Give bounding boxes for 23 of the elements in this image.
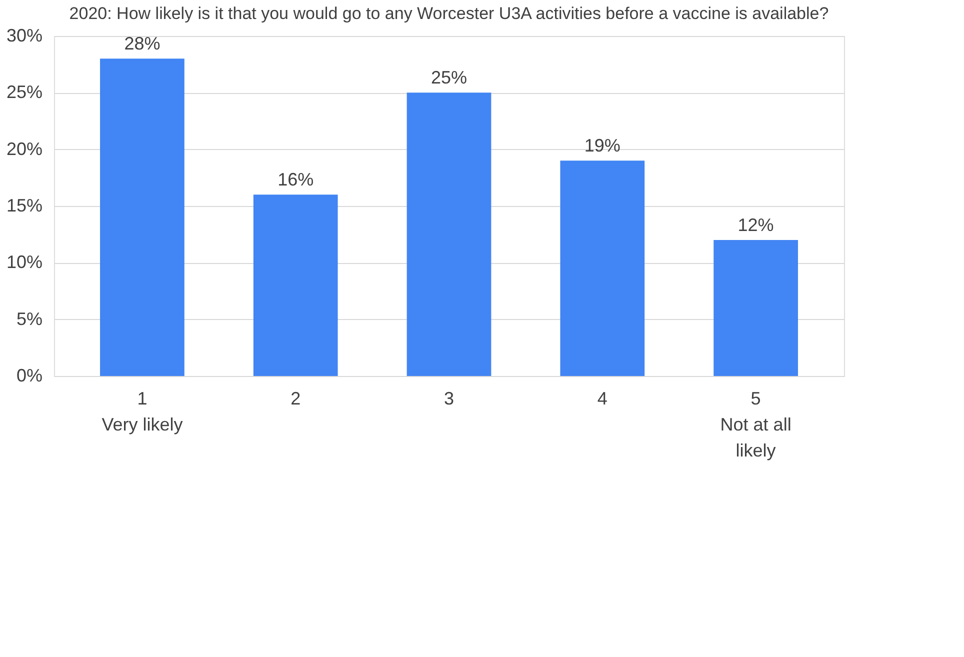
data-label: 25% <box>430 68 468 88</box>
y-tick-label: 15% <box>6 196 42 216</box>
bar <box>560 160 645 376</box>
x-tick-label: 3 <box>444 388 454 408</box>
data-label: 19% <box>584 136 620 156</box>
y-tick-label: 25% <box>6 82 42 102</box>
bar <box>406 92 492 376</box>
y-tick-label: 5% <box>16 308 42 329</box>
bar <box>100 58 184 376</box>
x-tick-label: 2 <box>290 388 301 408</box>
x-tick-label: 4 <box>597 388 608 408</box>
y-tick-label: 30% <box>6 26 42 46</box>
data-label: 12% <box>738 215 774 235</box>
data-label: 28% <box>124 34 160 54</box>
x-tick-label: 5 Not at all likely <box>720 388 792 460</box>
bar <box>253 194 338 376</box>
y-tick-label: 0% <box>16 366 42 386</box>
y-tick-label: 20% <box>6 138 42 159</box>
data-label: 16% <box>278 170 314 190</box>
x-tick-label: 1 Very likely <box>102 388 183 434</box>
chart-title: 2020: How likely is it that you would go to any Worcester U3A activities before a vaccine is available? <box>69 4 829 23</box>
y-tick-label: 10% <box>6 252 42 272</box>
bar <box>714 240 798 376</box>
